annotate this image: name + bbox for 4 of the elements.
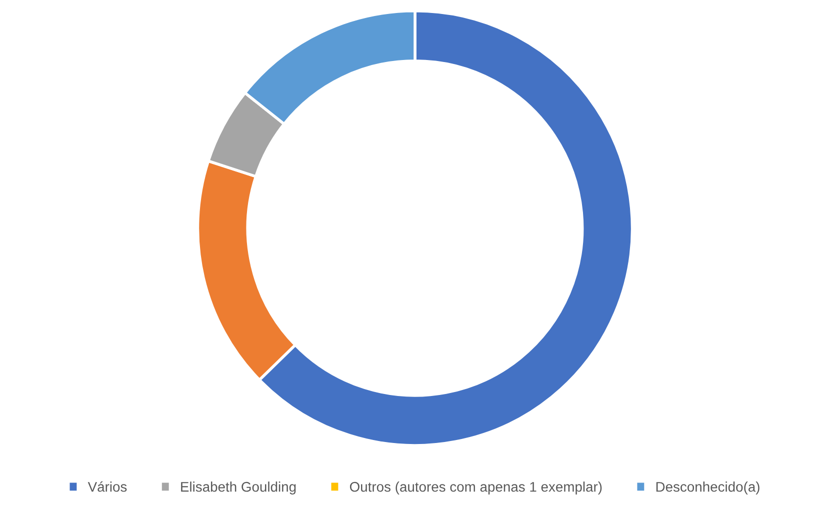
legend-label: Vários	[88, 481, 127, 492]
legend-label: Elisabeth Goulding	[181, 482, 296, 494]
legend-label: Outros (autores com apenas 1 exemplar)	[350, 482, 602, 494]
legend-label: Desconhecido(a)	[656, 482, 760, 494]
